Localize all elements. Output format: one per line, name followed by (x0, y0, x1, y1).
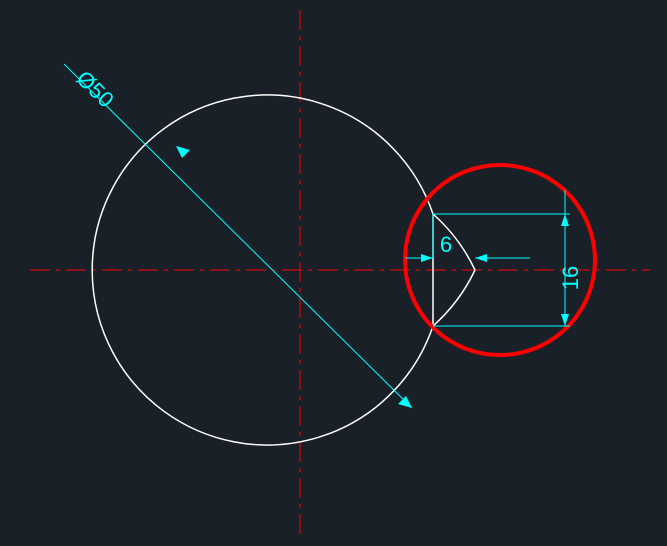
cad-drawing: Ø50 6 16 (0, 0, 667, 546)
dim-diameter-arrow-1 (176, 146, 190, 158)
dim16-arrow-top (561, 214, 569, 226)
dim-diameter-text: Ø50 (72, 66, 119, 113)
dim-diameter-arrow-2 (398, 396, 412, 408)
dim16-text: 16 (558, 266, 583, 290)
dim6-arrow-left (421, 254, 433, 262)
dim6-text: 6 (440, 232, 452, 257)
dim6-arrow-right (475, 254, 487, 262)
dim-diameter-line (64, 64, 412, 408)
